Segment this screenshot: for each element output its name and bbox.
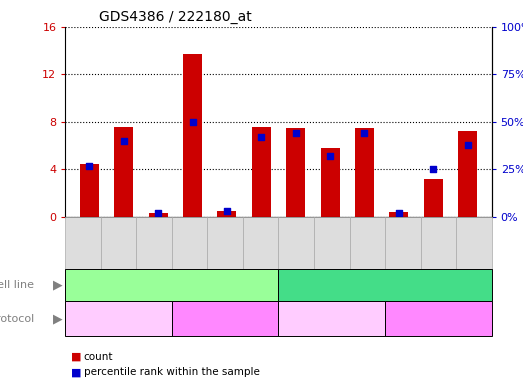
Text: dominant-negative Tcf4,
induced: dominant-negative Tcf4, induced [383, 309, 493, 328]
Text: GSM461944: GSM461944 [292, 218, 301, 268]
Text: GSM461945: GSM461945 [434, 218, 443, 268]
Bar [218, 211, 236, 217]
Point [257, 134, 266, 140]
Text: GSM461950: GSM461950 [256, 218, 265, 268]
Text: protocol: protocol [0, 314, 34, 324]
Bar [149, 214, 168, 217]
Text: ■: ■ [71, 352, 81, 362]
Text: GSM461952: GSM461952 [469, 218, 479, 268]
Text: GSM461942: GSM461942 [78, 218, 88, 268]
Text: ▶: ▶ [53, 279, 63, 291]
Bar [286, 128, 305, 217]
Point [463, 142, 472, 148]
Text: ■: ■ [71, 367, 81, 377]
Text: count: count [84, 352, 113, 362]
Bar [252, 127, 271, 217]
Bar [321, 148, 339, 217]
Bar [458, 131, 477, 217]
Point [429, 166, 437, 172]
Bar [424, 179, 442, 217]
Bar [183, 54, 202, 217]
Point [223, 208, 231, 214]
Text: dominant-negative Tcf4,
uninduced: dominant-negative Tcf4, uninduced [277, 309, 386, 328]
Text: GSM461946: GSM461946 [185, 217, 194, 268]
Text: GSM461943: GSM461943 [399, 217, 407, 268]
Text: GSM461949: GSM461949 [150, 218, 158, 268]
Text: β-catenin shRNA,
induced: β-catenin shRNA, induced [186, 309, 264, 328]
Point [120, 138, 128, 144]
Text: β-catenin shRNA,
uninduced: β-catenin shRNA, uninduced [79, 309, 157, 328]
Text: Ls174T-L8: Ls174T-L8 [357, 280, 413, 290]
Text: GSM461947: GSM461947 [114, 217, 123, 268]
Text: GSM461948: GSM461948 [221, 217, 230, 268]
Bar [355, 128, 374, 217]
Point [395, 210, 403, 216]
Point [188, 119, 197, 125]
Point [326, 153, 334, 159]
Text: cell line: cell line [0, 280, 34, 290]
Text: ▶: ▶ [53, 312, 63, 325]
Point [154, 210, 162, 216]
Point [85, 162, 94, 169]
Point [291, 130, 300, 136]
Text: GSM461953: GSM461953 [363, 217, 372, 268]
Text: GDS4386 / 222180_at: GDS4386 / 222180_at [99, 10, 252, 25]
Bar [115, 127, 133, 217]
Bar [80, 164, 99, 217]
Text: percentile rank within the sample: percentile rank within the sample [84, 367, 259, 377]
Text: Ls174T-pTER-β-catenin: Ls174T-pTER-β-catenin [108, 280, 236, 290]
Point [360, 130, 369, 136]
Text: GSM461951: GSM461951 [327, 218, 336, 268]
Bar [389, 212, 408, 217]
